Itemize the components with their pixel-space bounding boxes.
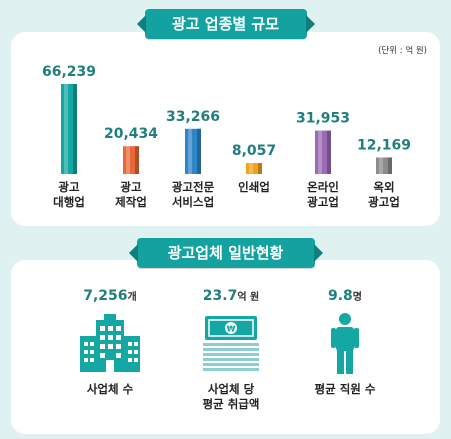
person-icon — [331, 313, 359, 374]
category-label: 광고업 — [368, 195, 400, 209]
value-label: 20,434 — [104, 126, 158, 142]
unit-label: (단위 : 억 원) — [378, 46, 427, 56]
bar-shade — [73, 84, 77, 174]
banner-ribbon-right — [313, 244, 323, 262]
bar-shade — [388, 157, 392, 174]
building-icon — [80, 314, 140, 372]
stat-value: 23.7억 원 — [202, 288, 260, 304]
banner-ribbon-left — [136, 15, 146, 33]
stat-label: 사업체 당 평균 취급액 — [202, 382, 260, 411]
bar-highlight — [64, 84, 68, 174]
stat-label: 평균 직원 수 — [314, 382, 376, 396]
stat-value: 9.8명 — [327, 288, 362, 304]
bar-highlight — [249, 163, 253, 174]
stat-label: 사업체 수 — [86, 382, 134, 396]
bar-highlight — [188, 128, 192, 174]
bar-shade — [327, 130, 331, 174]
category-label: 제작업 — [115, 195, 147, 209]
industry-bar-chart: 66,239광고대행업20,434광고제작업33,266광고전문서비스업8,05… — [42, 64, 411, 209]
category-label: 대행업 — [53, 195, 85, 209]
value-label: 33,266 — [166, 109, 220, 125]
value-label: 31,953 — [296, 111, 350, 127]
bar-group: 8,057 인쇄업 — [232, 143, 276, 194]
category-label: 서비스업 — [172, 195, 214, 209]
stat-business-count: 7,256개 사업체 수 — [55, 288, 165, 397]
svg-text:₩: ₩ — [227, 325, 236, 334]
money-stack-icon: ₩ — [203, 316, 259, 371]
bar — [246, 163, 262, 174]
banner-ribbon-left — [128, 244, 138, 262]
stat-avg-employees: 9.8명 평균 직원 수 — [290, 288, 400, 397]
value-label: 8,057 — [232, 143, 276, 159]
value-label: 12,169 — [357, 137, 411, 153]
category-label: 온라인 — [307, 180, 339, 194]
bar-highlight — [126, 146, 130, 174]
stat-value: 7,256개 — [83, 288, 137, 304]
category-label: 광고 — [120, 180, 142, 194]
category-label: 인쇄업 — [238, 180, 270, 194]
stat-avg-turnover: 23.7억 원 ₩ 사업체 당 평균 취급액 — [176, 288, 286, 412]
category-label: 옥외 — [373, 180, 394, 194]
bar-highlight — [379, 157, 383, 174]
bar-shade — [135, 146, 139, 174]
bar-highlight — [318, 130, 322, 174]
section2-title: 광고업체 일반현황 — [167, 244, 284, 262]
category-label: 광고업 — [307, 195, 339, 209]
bar-shade — [258, 163, 262, 174]
section2-title-banner: 광고업체 일반현황 — [128, 238, 323, 268]
section1-title-banner: 광고 업종별 규모 — [136, 9, 315, 39]
banner-ribbon-right — [305, 15, 315, 33]
industry-size-panel — [11, 32, 440, 226]
bar-shade — [197, 128, 201, 174]
category-label: 광고전문 — [172, 180, 215, 194]
section1-title: 광고 업종별 규모 — [171, 15, 280, 33]
category-label: 광고 — [58, 180, 80, 194]
value-label: 66,239 — [42, 64, 96, 80]
